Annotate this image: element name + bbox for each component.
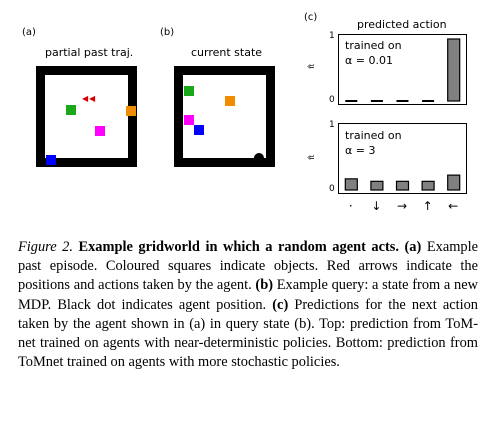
bottom-bar-2 [395, 180, 410, 191]
bottom-legend-line2: α = 3 [345, 144, 376, 157]
bottom-bar-chart [338, 123, 467, 194]
top-bar-4 [447, 38, 461, 102]
gridworld-current-state [174, 66, 275, 167]
caption-part-b-text: Example query: a state from a new MDP. B… [18, 277, 478, 313]
x-tick-label: → [396, 199, 408, 213]
bottom-bar-1 [370, 180, 384, 191]
top-bar-chart [338, 34, 467, 105]
figure-caption: Figure 2. Example gridworld in which a r… [18, 238, 478, 372]
caption-part-b-label: (b) [255, 277, 273, 294]
bottom-legend-line1: trained on [345, 129, 402, 142]
caption-part-a-text: Example past episode. Coloured squares i… [18, 239, 478, 294]
caption-part-c-text: Predictions for the next action taken by… [18, 296, 478, 371]
x-tick-label: · [348, 199, 353, 213]
bottom-bar-3 [421, 180, 435, 191]
blue-object [194, 125, 204, 135]
panel-a-title: partial past traj. [45, 46, 134, 59]
top-chart-legend: trained on α = 0.01 [345, 38, 402, 68]
orange-object [126, 106, 136, 116]
bottom-chart-y-label: π̂ [306, 155, 316, 160]
top-chart-y-tick-0: 0 [329, 95, 335, 105]
green-object [66, 105, 76, 115]
panel-c-letter: (c) [304, 12, 318, 23]
x-tick-labels: · ↓ → ↑ ← [338, 199, 468, 215]
panel-c-title: predicted action [357, 18, 447, 31]
bottom-chart-legend: trained on α = 3 [345, 128, 402, 158]
top-chart-frame [338, 34, 467, 105]
red-arrow-left-icon: ◀ [89, 94, 96, 103]
blue-object [46, 155, 56, 165]
x-tick-label: ↑ [422, 199, 433, 213]
caption-part-c-label: (c) [272, 296, 289, 313]
top-legend-line1: trained on [345, 39, 402, 52]
bottom-bar-4 [447, 174, 461, 191]
green-object [184, 86, 194, 96]
bottom-chart-frame [338, 123, 467, 194]
caption-title: Example gridworld in which a random agen… [78, 239, 399, 255]
magenta-object [184, 115, 194, 125]
red-arrow-left-icon: ◀ [82, 94, 89, 103]
bottom-chart-y-tick-0: 0 [329, 184, 335, 194]
gridworld-past-trajectory: ◀ ◀ [36, 66, 137, 167]
x-tick-label: ← [448, 199, 459, 213]
panel-a-letter: (a) [22, 27, 36, 38]
bottom-bar-0 [344, 178, 358, 191]
panel-b-letter: (b) [160, 27, 175, 38]
bottom-chart-y-tick-1: 1 [329, 120, 335, 130]
agent-position-dot [254, 153, 264, 163]
caption-part-a-label: (a) [404, 239, 422, 255]
caption-figure-label: Figure 2. [18, 239, 73, 255]
top-chart-y-label: π̂ [306, 64, 316, 69]
orange-object [225, 96, 235, 106]
magenta-object [95, 126, 105, 136]
top-chart-y-tick-1: 1 [329, 31, 335, 41]
panel-b-title: current state [191, 46, 263, 59]
top-legend-line2: α = 0.01 [345, 54, 393, 67]
x-tick-label: ↓ [371, 199, 382, 213]
